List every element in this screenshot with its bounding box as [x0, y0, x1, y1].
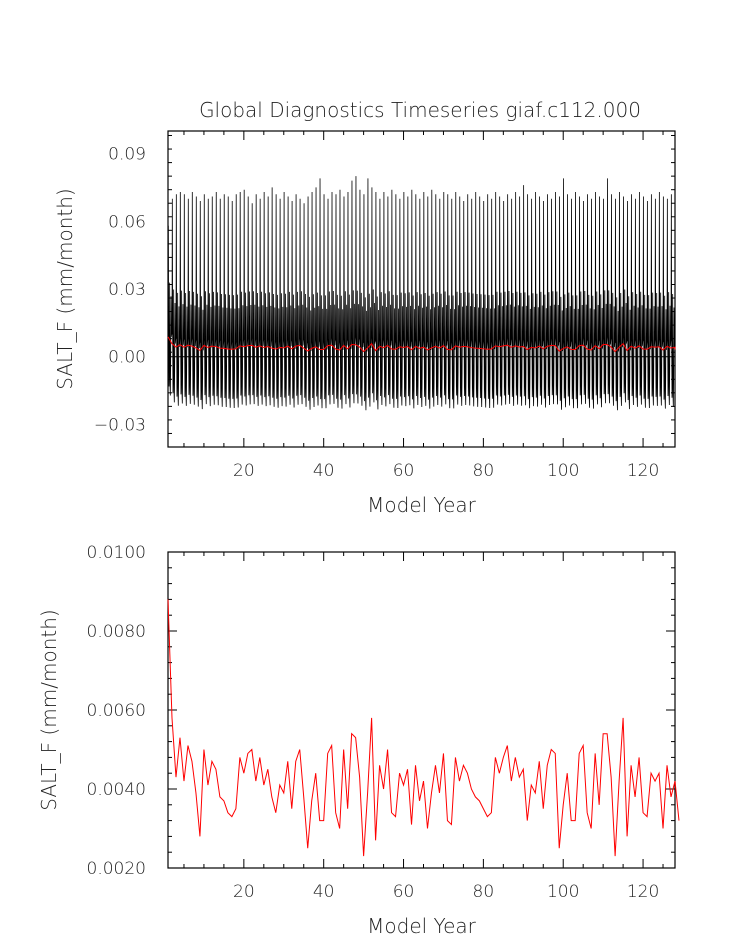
- y-tick-label: 0.03: [108, 280, 146, 300]
- x-tick-label: 20: [233, 461, 255, 481]
- series-line-monthly: [167, 176, 676, 411]
- x-tick-label: 120: [627, 461, 659, 481]
- top-panel-monthly-timeseries: 20 40 60 80 100 120 −0.03 0.00 0.03 0.06 0.09 Model…: [53, 130, 676, 517]
- y-tick-label: 0.06: [108, 212, 146, 232]
- x-tick-label: 80: [473, 461, 495, 481]
- series-line-annual-mean: [167, 599, 680, 857]
- plot-frame: [167, 551, 676, 869]
- x-tick-label: 40: [313, 461, 335, 481]
- x-tick-label: 100: [547, 461, 579, 481]
- y-tick-label: 0.0040: [87, 780, 146, 800]
- x-tick-label: 80: [473, 882, 495, 902]
- x-tick-label: 120: [627, 882, 659, 902]
- y-axis-title: SALT_F (mm/month): [53, 188, 77, 389]
- y-tick-label: 0.09: [108, 145, 146, 165]
- y-tick-label: 0.0100: [87, 543, 146, 563]
- series-line-annual-mean-overlay: [167, 336, 676, 353]
- y-tick-label: 0.0060: [87, 701, 146, 721]
- y-tick-label: 0.00: [108, 348, 146, 368]
- x-tick-label: 20: [233, 882, 255, 902]
- y-axis-title: SALT_F (mm/month): [37, 609, 61, 810]
- x-tick-label: 40: [313, 882, 335, 902]
- x-axis-title: Model Year: [367, 914, 477, 938]
- x-tick-label: 60: [393, 461, 415, 481]
- bottom-panel-annual-timeseries: 20 40 60 80 100 120 0.0020 0.0040 0.0060 0.0080 0.…: [37, 543, 680, 938]
- chart-title: Global Diagnostics Timeseries giaf.c112.…: [199, 98, 641, 122]
- x-tick-label: 100: [547, 882, 579, 902]
- y-tick-label: 0.0080: [87, 622, 146, 642]
- y-tick-label: −0.03: [94, 415, 146, 435]
- y-tick-label: 0.0020: [87, 859, 146, 879]
- x-tick-label: 60: [393, 882, 415, 902]
- x-axis-title: Model Year: [367, 493, 477, 517]
